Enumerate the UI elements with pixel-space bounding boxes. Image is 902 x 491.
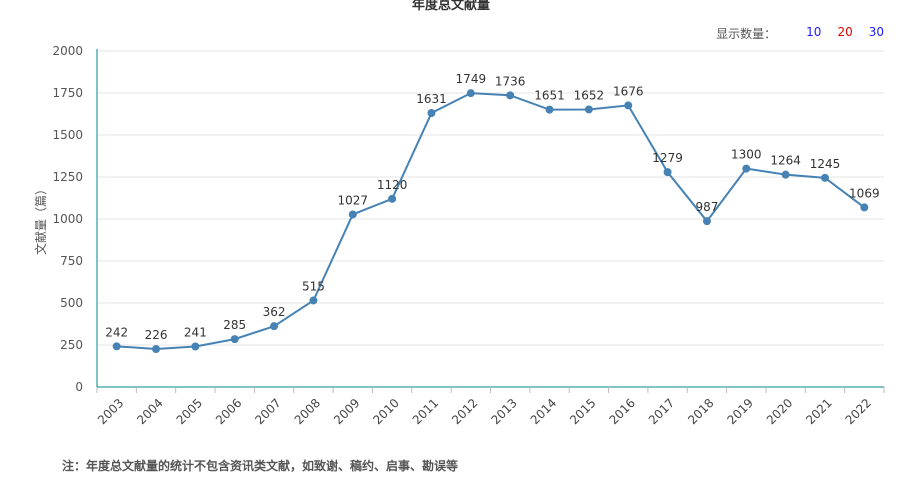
data-point bbox=[112, 342, 121, 351]
y-tick-label: 1250 bbox=[52, 170, 83, 184]
chart-title: 年度总文献量 bbox=[411, 0, 490, 13]
data-point bbox=[230, 335, 239, 344]
display-count-label: 显示数量： bbox=[716, 27, 777, 41]
x-tick-label: 2018 bbox=[685, 396, 716, 427]
y-axis-label: 文献量（篇） bbox=[33, 183, 48, 255]
data-point bbox=[388, 194, 397, 203]
x-tick-label: 2008 bbox=[292, 396, 323, 427]
x-tick-label: 2009 bbox=[331, 396, 362, 427]
x-tick-label: 2007 bbox=[252, 396, 283, 427]
data-point bbox=[781, 170, 790, 179]
data-point bbox=[270, 322, 279, 331]
display-count-control: 显示数量： 10 20 30 bbox=[716, 25, 884, 42]
display-option-20[interactable]: 20 bbox=[837, 25, 853, 39]
data-point bbox=[348, 210, 357, 219]
data-label: 1676 bbox=[613, 84, 644, 98]
data-label: 987 bbox=[695, 200, 718, 214]
x-tick-label: 2019 bbox=[725, 396, 756, 427]
data-label: 1245 bbox=[810, 157, 841, 171]
data-point bbox=[584, 105, 593, 114]
x-tick-label: 2016 bbox=[606, 396, 637, 427]
data-label: 1279 bbox=[652, 151, 683, 165]
data-point bbox=[624, 101, 633, 110]
data-label: 241 bbox=[184, 326, 207, 340]
data-label: 1120 bbox=[377, 178, 408, 192]
data-point bbox=[820, 173, 829, 182]
data-label: 1651 bbox=[534, 89, 565, 103]
x-tick-label: 2013 bbox=[488, 396, 519, 427]
series-line bbox=[116, 92, 865, 351]
y-tick-label: 2000 bbox=[52, 44, 83, 58]
data-label: 362 bbox=[263, 305, 286, 319]
x-tick-label: 2011 bbox=[410, 396, 441, 427]
footnote: 注：年度总文献量的统计不包含资讯类文献，如致谢、稿约、启事、勘误等 bbox=[62, 459, 459, 473]
data-label: 1749 bbox=[456, 72, 487, 86]
data-label: 515 bbox=[302, 279, 325, 293]
x-tick-label: 2020 bbox=[764, 396, 795, 427]
data-point bbox=[191, 342, 200, 351]
data-point bbox=[742, 164, 751, 173]
x-tick-label: 2021 bbox=[803, 396, 834, 427]
display-option-30[interactable]: 30 bbox=[868, 25, 884, 39]
data-label: 1027 bbox=[338, 193, 369, 207]
y-tick-label: 500 bbox=[60, 296, 83, 310]
data-label: 226 bbox=[145, 328, 168, 342]
data-label: 1069 bbox=[849, 186, 880, 200]
y-tick-label: 750 bbox=[60, 254, 83, 268]
y-tick-label: 250 bbox=[60, 338, 83, 352]
data-label: 242 bbox=[105, 325, 128, 339]
x-tick-label: 2004 bbox=[134, 396, 165, 427]
x-tick-label: 2014 bbox=[528, 396, 559, 427]
data-point bbox=[466, 89, 475, 98]
x-tick-label: 2012 bbox=[449, 396, 480, 427]
data-label: 1736 bbox=[495, 74, 526, 88]
data-point bbox=[545, 105, 554, 114]
data-label: 285 bbox=[223, 318, 246, 332]
data-point bbox=[506, 91, 515, 100]
display-option-10[interactable]: 10 bbox=[806, 25, 822, 39]
data-point bbox=[309, 296, 318, 305]
x-tick-label: 2017 bbox=[646, 396, 677, 427]
x-tick-label: 2022 bbox=[843, 396, 874, 427]
data-label: 1300 bbox=[731, 148, 762, 162]
x-tick-label: 2003 bbox=[95, 396, 126, 427]
x-tick-label: 2010 bbox=[370, 396, 401, 427]
data-label: 1631 bbox=[416, 92, 447, 106]
data-point bbox=[702, 217, 711, 226]
data-label: 1264 bbox=[770, 154, 801, 168]
x-tick-label: 2015 bbox=[567, 396, 598, 427]
y-tick-label: 1000 bbox=[52, 212, 83, 226]
x-tick-label: 2006 bbox=[213, 396, 244, 427]
data-point bbox=[152, 345, 161, 354]
y-tick-label: 1500 bbox=[52, 128, 83, 142]
y-tick-label: 1750 bbox=[52, 86, 83, 100]
data-label: 1652 bbox=[574, 88, 605, 102]
data-point bbox=[427, 108, 436, 117]
data-point bbox=[663, 168, 672, 177]
y-tick-label: 0 bbox=[75, 380, 83, 394]
data-point bbox=[860, 203, 869, 212]
x-tick-label: 2005 bbox=[174, 396, 205, 427]
